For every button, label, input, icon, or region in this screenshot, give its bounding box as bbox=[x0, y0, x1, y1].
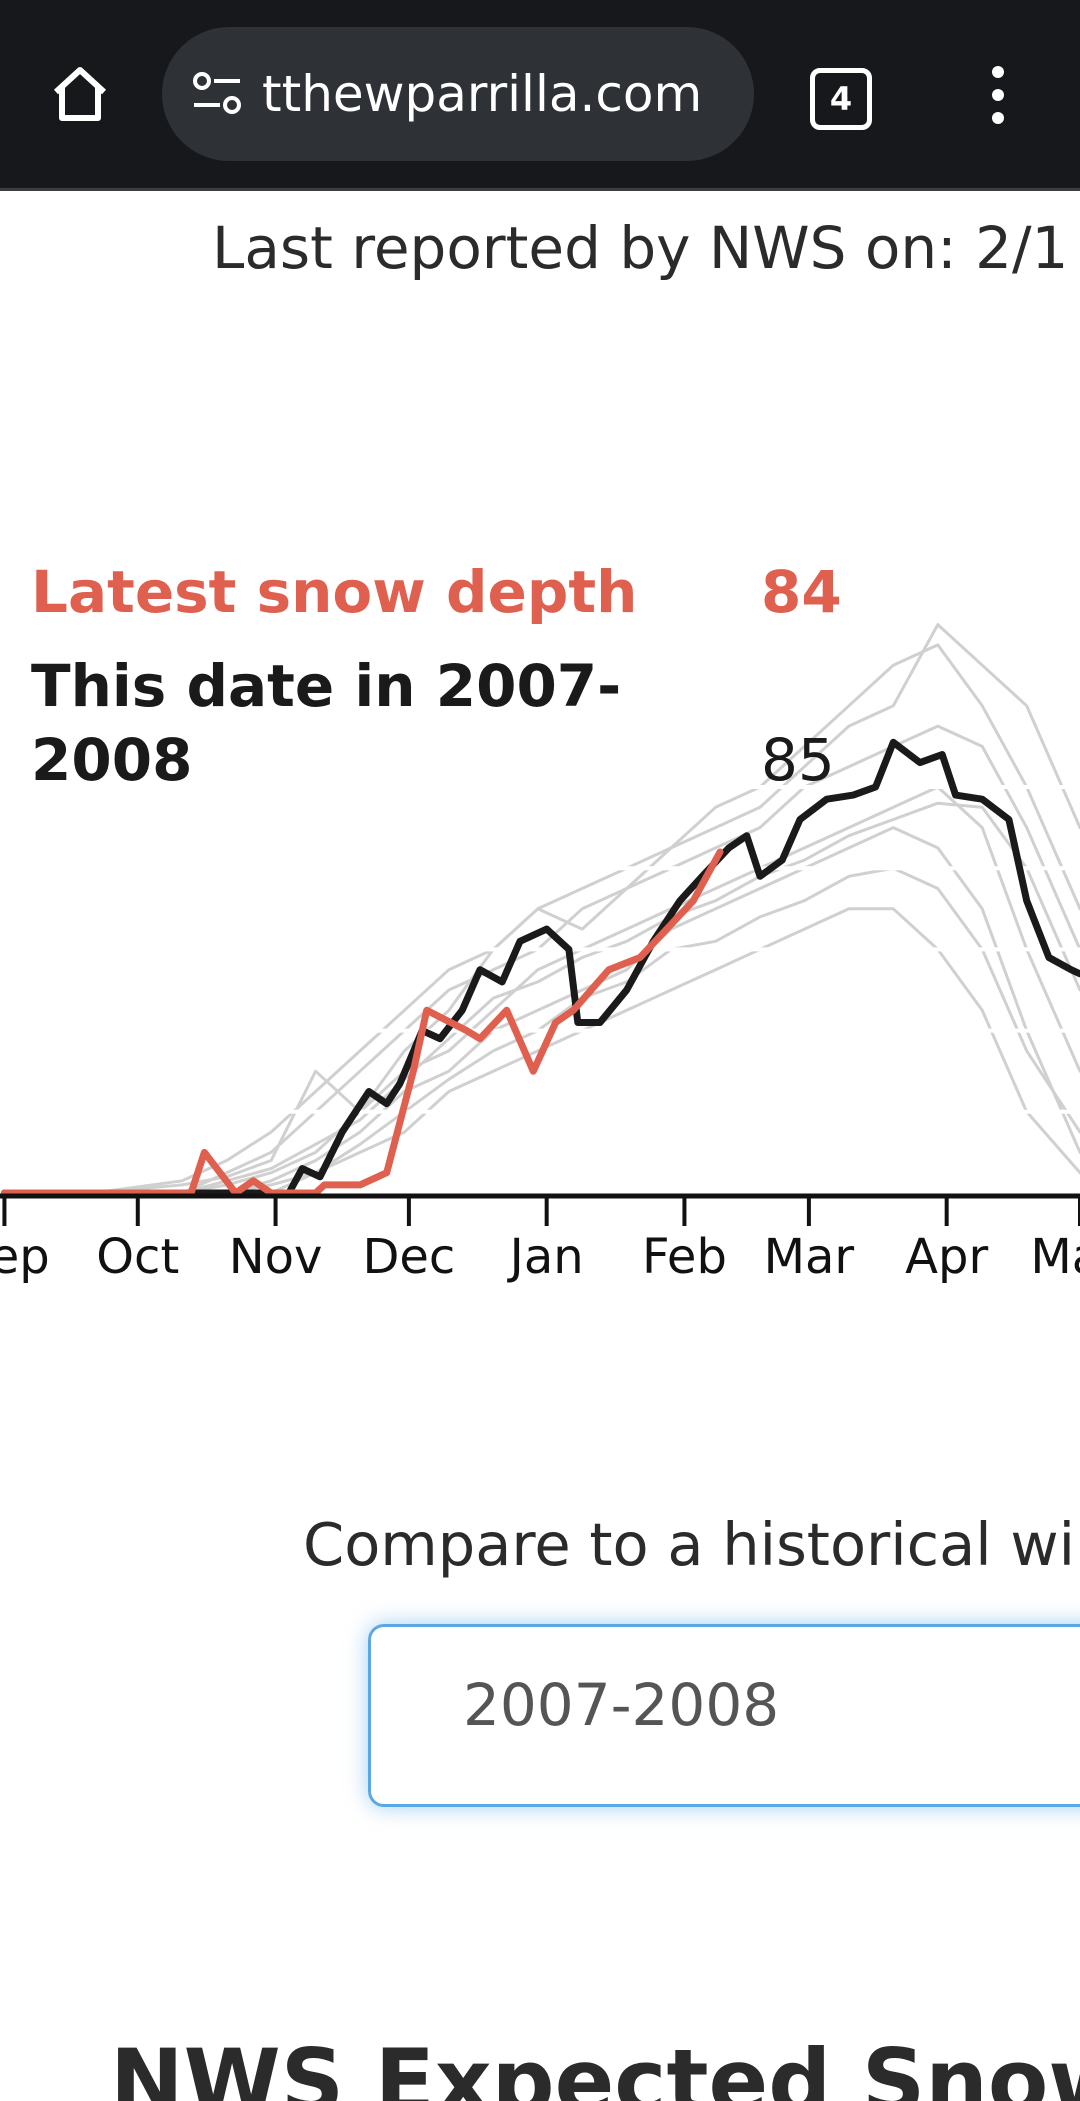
selected-winter: 2007-2008 bbox=[463, 1671, 780, 1739]
report-date: Last reported by NWS on: 2/1 bbox=[212, 214, 1069, 282]
historical-line bbox=[2, 826, 1080, 1195]
legend-label: Latest snow depth bbox=[31, 558, 637, 626]
site-settings-icon[interactable] bbox=[190, 67, 246, 121]
legend-label: This date in 2007-2008 bbox=[31, 652, 621, 794]
home-button[interactable] bbox=[48, 62, 112, 126]
x-tick-label: Apr bbox=[905, 1229, 988, 1285]
x-tick-label: Oct bbox=[96, 1229, 179, 1285]
season-line bbox=[0, 848, 724, 1197]
x-tick-label: Mar bbox=[764, 1229, 855, 1285]
menu-button[interactable] bbox=[980, 64, 1016, 128]
snow-depth-chart: Sep Oct Nov Dec Jan Feb Mar Apr May Latest snow d… bbox=[0, 558, 1080, 1285]
url-text[interactable]: tthewparrilla.com bbox=[262, 65, 703, 123]
x-tick-label: Jan bbox=[507, 1229, 584, 1285]
x-tick-label: Sep bbox=[0, 1229, 50, 1285]
historical-line bbox=[2, 623, 1080, 1195]
legend-value: 85 bbox=[761, 726, 835, 794]
winter-select[interactable]: 2007-2008 bbox=[368, 1624, 1080, 1807]
section-heading: NWS Expected Snowf bbox=[110, 2030, 1080, 2101]
historical-line bbox=[2, 785, 1080, 1195]
address-bar[interactable] bbox=[162, 27, 754, 161]
historical-line bbox=[2, 724, 1080, 1195]
season-line bbox=[0, 738, 1080, 1197]
x-tick-label: Nov bbox=[229, 1229, 323, 1285]
x-tick-label: May bbox=[1030, 1229, 1080, 1285]
historical-line bbox=[2, 801, 1080, 1195]
historical-line bbox=[2, 643, 1080, 1195]
x-tick-label: Feb bbox=[642, 1229, 727, 1285]
compare-label: Compare to a historical wi bbox=[303, 1510, 1076, 1579]
browser-toolbar: tthewparrilla.com 4 bbox=[0, 0, 1080, 191]
x-tick-label: Dec bbox=[362, 1229, 455, 1285]
tab-switcher[interactable]: 4 bbox=[810, 68, 872, 130]
legend-value: 84 bbox=[761, 558, 842, 626]
